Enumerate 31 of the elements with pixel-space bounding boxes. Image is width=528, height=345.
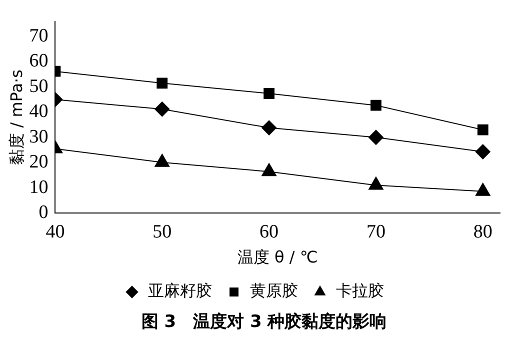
legend-label: 黄原胶 [250,281,298,300]
point [370,100,382,111]
point [156,78,168,89]
x-tick-label: 60 [260,221,279,242]
y-tick-label: 50 [29,76,48,97]
legend-label: 卡拉胶 [336,281,384,300]
point [262,163,276,176]
y-tick-label: 40 [29,101,48,122]
point [154,102,170,117]
y-tick-label: 70 [29,26,48,47]
point [264,88,274,99]
y-tick-label: 10 [29,176,48,198]
x-axis-title: 温度 θ / ℃ [237,248,318,267]
legend-label: 亚麻籽胶 [148,281,212,300]
y-tick-label: 20 [29,152,48,173]
point [368,176,384,190]
y-axis-title: 黏度 / mPa·s [6,70,26,165]
point [475,144,490,160]
x-tick-label: 70 [366,221,386,242]
point [262,120,277,136]
point [477,124,488,136]
x-tick-label: 80 [473,221,492,242]
text: 图 3 温度对 3 种胶黏度的影响 [140,311,388,334]
y-tick-label: 60 [29,50,48,72]
y-tick-label: 0 [38,202,48,223]
y-tick-label: 30 [29,126,48,148]
point [475,182,490,196]
point [368,130,384,145]
x-tick-label: 40 [46,221,65,242]
x-tick-label: 50 [152,221,172,242]
point [154,154,170,167]
